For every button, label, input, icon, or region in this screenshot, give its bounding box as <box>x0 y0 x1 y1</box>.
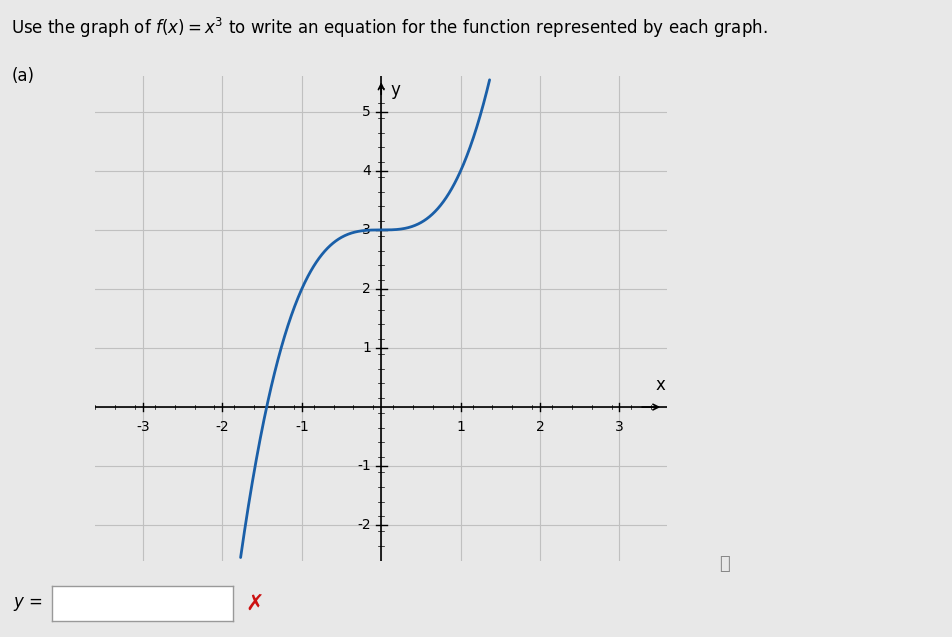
Text: 3: 3 <box>614 420 624 434</box>
Text: ✗: ✗ <box>246 594 265 614</box>
Text: ⓘ: ⓘ <box>718 555 729 573</box>
Text: y: y <box>390 81 400 99</box>
Text: -1: -1 <box>294 420 308 434</box>
Text: x: x <box>655 376 664 394</box>
Text: 1: 1 <box>456 420 465 434</box>
Text: -2: -2 <box>357 518 370 532</box>
Text: 5: 5 <box>362 105 370 119</box>
Text: 2: 2 <box>535 420 544 434</box>
Text: -2: -2 <box>215 420 228 434</box>
Text: 2: 2 <box>362 282 370 296</box>
Text: (a): (a) <box>11 67 34 85</box>
Text: 4: 4 <box>362 164 370 178</box>
Text: 3: 3 <box>362 223 370 237</box>
Text: $y$ =: $y$ = <box>13 595 43 613</box>
Text: Use the graph of $f(x) = x^3$ to write an equation for the function represented : Use the graph of $f(x) = x^3$ to write a… <box>11 16 767 40</box>
Text: -1: -1 <box>357 459 370 473</box>
Text: 1: 1 <box>362 341 370 355</box>
Text: -3: -3 <box>136 420 149 434</box>
